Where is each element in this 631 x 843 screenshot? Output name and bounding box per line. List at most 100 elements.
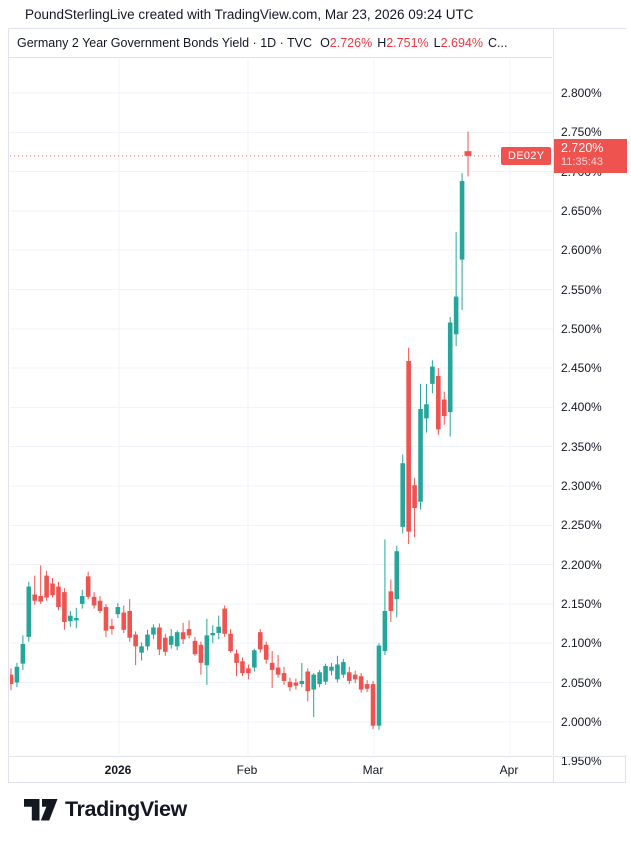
candle-body	[79, 596, 85, 604]
candle-body	[234, 653, 239, 663]
candle-body	[400, 463, 406, 527]
candle-body	[246, 668, 251, 674]
candle-body	[459, 181, 465, 260]
price-tick-label: 2.400%	[561, 400, 602, 415]
time-tick-label: Feb	[236, 763, 258, 777]
candle-body	[186, 629, 192, 636]
candle-body	[127, 610, 133, 638]
price-tick-label: 2.750%	[561, 125, 602, 140]
candle-body	[269, 662, 275, 670]
chart-container: Germany 2 Year Government Bonds Yield · …	[8, 28, 627, 783]
candle-body	[311, 674, 316, 690]
ohlc-close-truncated: C...	[488, 36, 508, 50]
last-price-label: 2.720% 11:35:43	[554, 138, 627, 173]
candle-body	[299, 680, 305, 685]
candle-body	[275, 667, 281, 675]
price-tick-label: 2.350%	[561, 439, 602, 454]
tradingview-logo-icon	[24, 798, 58, 820]
candle-body	[281, 673, 287, 681]
candle-body	[329, 666, 334, 671]
candle-body	[370, 684, 376, 726]
time-axis[interactable]: 2026 Feb Mar Apr	[9, 756, 552, 782]
candle-body	[406, 361, 411, 532]
candle-body	[32, 594, 38, 601]
candle-body	[85, 576, 91, 597]
price-tick-label: 2.300%	[561, 479, 602, 493]
price-tick-label: 2.200%	[561, 557, 602, 572]
time-tick-label: Mar	[362, 763, 384, 777]
candle-body	[56, 586, 61, 608]
candle-body	[240, 661, 245, 674]
candle-body	[163, 637, 168, 652]
candle-body	[50, 583, 55, 596]
candle-body	[418, 408, 423, 502]
price-tick-label: 2.500%	[561, 321, 602, 336]
chart-legend[interactable]: Germany 2 Year Government Bonds Yield · …	[9, 29, 552, 58]
price-tick-label: 2.550%	[561, 282, 602, 297]
candle-body	[430, 366, 435, 384]
symbol-price-badge: DE02Y	[501, 146, 552, 165]
candle-body	[358, 676, 364, 690]
candle-body	[424, 404, 429, 419]
candle-body	[103, 607, 109, 631]
candle-body	[133, 634, 138, 647]
ohlc-high: H2.751%	[377, 36, 429, 50]
candle-body	[412, 485, 417, 509]
candle-body	[62, 592, 67, 622]
ohlc-low: L2.694%	[433, 36, 483, 50]
candle-body	[257, 632, 263, 650]
tradingview-footer[interactable]: TradingView	[24, 797, 187, 822]
price-tick-label: 2.650%	[561, 203, 602, 218]
candle-body	[192, 640, 198, 655]
candle-body	[364, 684, 370, 689]
candle-body	[180, 632, 186, 640]
candle-body	[441, 399, 447, 417]
price-tick-label: 2.000%	[561, 714, 602, 729]
candle-body	[287, 681, 293, 688]
candle-body	[145, 634, 150, 647]
time-tick-label: Apr	[499, 763, 519, 777]
candlestick-plot[interactable]	[10, 59, 553, 755]
candle-body	[91, 596, 97, 606]
candle-body	[216, 626, 222, 633]
candle-body	[204, 635, 210, 666]
candle-body	[10, 674, 14, 685]
candle-body	[436, 375, 441, 430]
candle-body	[68, 615, 73, 622]
candle-body	[447, 322, 453, 413]
tradingview-wordmark: TradingView	[65, 797, 187, 821]
ohlc-open: O2.726%	[320, 36, 373, 50]
candle-body	[44, 575, 49, 598]
candle-body	[73, 618, 79, 621]
candle-body	[323, 665, 328, 682]
candle-body	[198, 644, 204, 663]
candle-body	[174, 632, 180, 647]
candle-body	[97, 600, 103, 611]
candle-body	[139, 646, 144, 653]
last-price-value: 2.720%	[561, 140, 604, 155]
candle-body	[453, 296, 459, 335]
price-tick-label: 1.950%	[561, 754, 602, 769]
candle-body	[157, 627, 162, 650]
candle-body	[346, 672, 352, 681]
price-scale-axis[interactable]: 2.720% 11:35:43 2.800%2.750%2.700%2.650%…	[553, 29, 627, 768]
candle-body	[109, 625, 115, 630]
candle-body	[14, 666, 20, 683]
candle-body	[464, 151, 472, 156]
candle-body	[376, 645, 382, 726]
price-tick-label: 2.100%	[561, 636, 602, 651]
candle-body	[293, 682, 299, 686]
candle-body	[151, 627, 156, 635]
bar-countdown: 11:35:43	[561, 155, 604, 168]
candle-body	[168, 636, 174, 645]
candle-body	[394, 551, 400, 600]
price-tick-label: 2.800%	[561, 86, 602, 100]
price-tick-label: 2.150%	[561, 596, 602, 611]
candle-body	[210, 632, 216, 636]
candle-body	[317, 672, 322, 685]
candle-body	[335, 664, 340, 680]
price-tick-label: 2.450%	[561, 361, 602, 376]
candle-body	[382, 610, 388, 652]
price-tick-label: 2.600%	[561, 243, 602, 258]
